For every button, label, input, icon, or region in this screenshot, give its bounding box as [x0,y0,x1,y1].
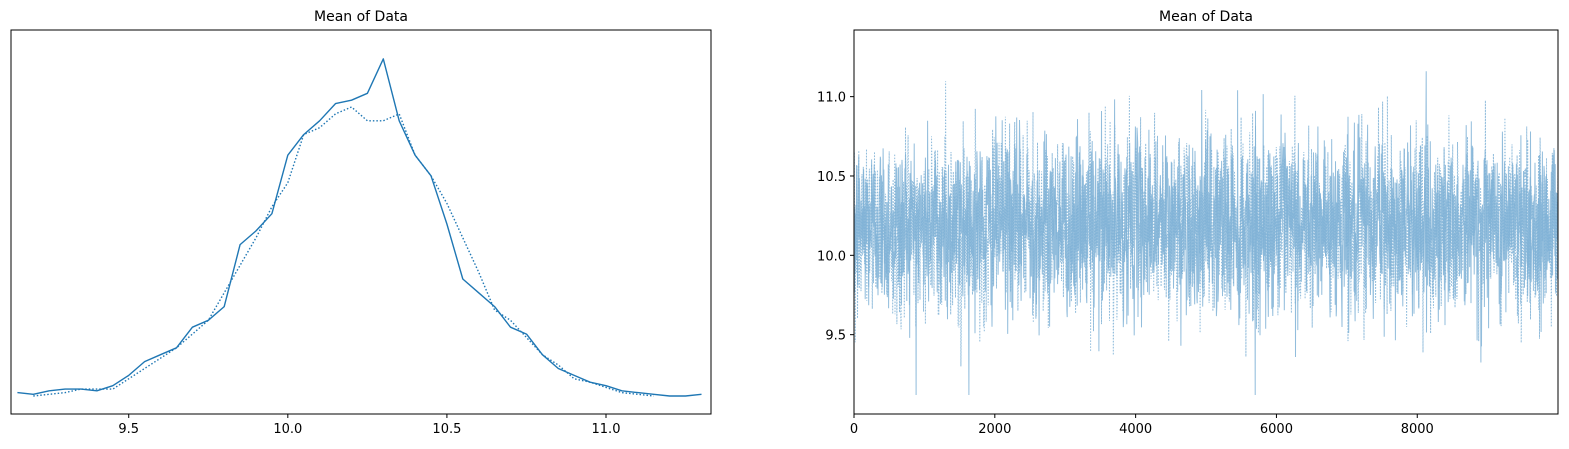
kde-chain-dotted-line [33,106,654,397]
trace-x-tick-label: 8000 [1401,422,1434,437]
kde-chain-solid-line [17,58,702,397]
trace-y-tick-label: 10.5 [817,170,846,185]
trace-y-tick-label: 11.0 [817,91,846,106]
kde-axes-frame [10,29,712,415]
trace-y-ticks: 9.5 10.0 10.5 11.0 [817,91,854,344]
kde-title: Mean of Data [314,9,408,25]
trace-y-tick-label: 9.5 [825,329,846,344]
trace-axes-frame [853,29,1559,415]
trace-chain-dotted-line [854,81,1558,367]
trace-x-ticks: 0 2000 4000 6000 8000 [850,414,1434,437]
kde-x-tick-label: 11.0 [592,422,621,437]
kde-panel: Mean of Data 9.5 10.0 10.5 11.0 [10,9,712,437]
kde-x-ticks: 9.5 10.0 10.5 11.0 [118,414,620,437]
kde-x-tick-label: 9.5 [118,422,139,437]
trace-lines [854,71,1558,396]
kde-x-tick-label: 10.0 [273,422,302,437]
trace-title: Mean of Data [1159,9,1253,25]
trace-x-tick-label: 6000 [1260,422,1293,437]
trace-panel: Mean of Data 0 2000 4000 6000 8000 9.5 10.0 10… [817,9,1559,437]
trace-x-tick-label: 4000 [1119,422,1152,437]
trace-x-tick-label: 2000 [978,422,1011,437]
trace-x-tick-label: 0 [850,422,858,437]
trace-y-tick-label: 10.0 [817,249,846,264]
kde-x-tick-label: 10.5 [432,422,461,437]
kde-lines [17,58,702,397]
